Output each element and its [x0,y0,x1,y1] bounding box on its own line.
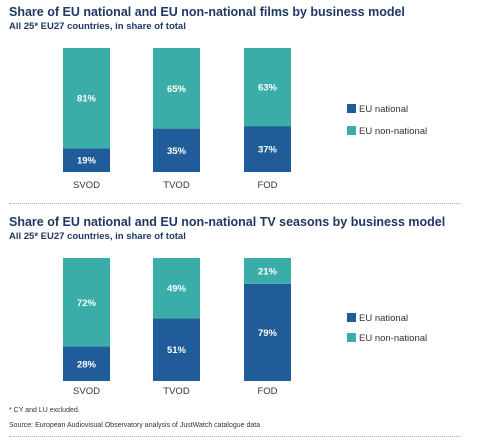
chart2-title: Share of EU national and EU non-national… [9,215,446,229]
bar-fod-eu-national [244,126,291,172]
data-label-fod-eu-national: 79% [258,328,278,339]
legend-label-eu-national: EU national [359,104,408,115]
bar-svod-eu-national [63,346,110,381]
bar-svod-eu-national [63,148,110,172]
data-label-fod-eu-non-national: 63% [258,83,278,94]
data-label-svod-eu-non-national: 81% [77,94,97,105]
chart1-title: Share of EU national and EU non-national… [9,5,405,19]
category-label-svod: SVOD [73,386,100,397]
legend-swatch-eu-non-national [347,333,356,342]
chart2-tv-seasons: 28% 72% SVOD 51% 49% TVOD 79% 21% FOD EU national… [63,258,427,397]
legend-label-eu-national: EU national [359,313,408,324]
category-label-fod: FOD [257,386,277,397]
chart1-subtitle: All 25* EU27 countries, in share of tota… [9,21,186,32]
bar-tvod-eu-national [153,318,200,381]
category-label-tvod: TVOD [163,180,190,191]
data-label-svod-eu-national: 28% [77,359,97,370]
legend-swatch-eu-national [347,104,356,113]
chart1-films: 19% 81% SVOD 35% 65% TVOD 37% 63% FOD EU national… [63,48,427,191]
bar-fod-eu-non-national [244,48,291,127]
data-label-svod-eu-national: 19% [77,156,97,167]
data-label-fod-eu-national: 37% [258,145,278,156]
bar-tvod-eu-non-national [153,258,200,319]
category-label-svod: SVOD [73,180,100,191]
data-label-tvod-eu-national: 51% [167,345,187,356]
section-divider [9,203,461,204]
category-label-fod: FOD [257,180,277,191]
data-label-svod-eu-non-national: 72% [77,298,97,309]
legend-swatch-eu-non-national [347,126,356,135]
bar-tvod-eu-national [153,128,200,172]
category-label-tvod: TVOD [163,386,190,397]
legend-label-eu-non-national: EU non-national [359,126,427,137]
legend-swatch-eu-national [347,313,356,322]
chart2-subtitle: All 25* EU27 countries, in share of tota… [9,231,186,242]
data-label-tvod-eu-non-national: 49% [167,284,187,295]
bar-svod-eu-non-national [63,258,110,347]
data-label-tvod-eu-non-national: 65% [167,84,187,95]
data-label-tvod-eu-national: 35% [167,146,187,157]
data-label-fod-eu-non-national: 21% [258,266,278,277]
bar-tvod-eu-non-national [153,48,200,129]
source-note: Source: European Audiovisual Observatory… [9,422,261,429]
bar-svod-eu-non-national [63,48,110,149]
legend-label-eu-non-national: EU non-national [359,333,427,344]
bottom-divider [9,436,461,437]
bar-fod-eu-non-national [244,258,291,284]
bar-fod-eu-national [244,283,291,381]
footnote: * CY and LU excluded. [9,407,80,414]
